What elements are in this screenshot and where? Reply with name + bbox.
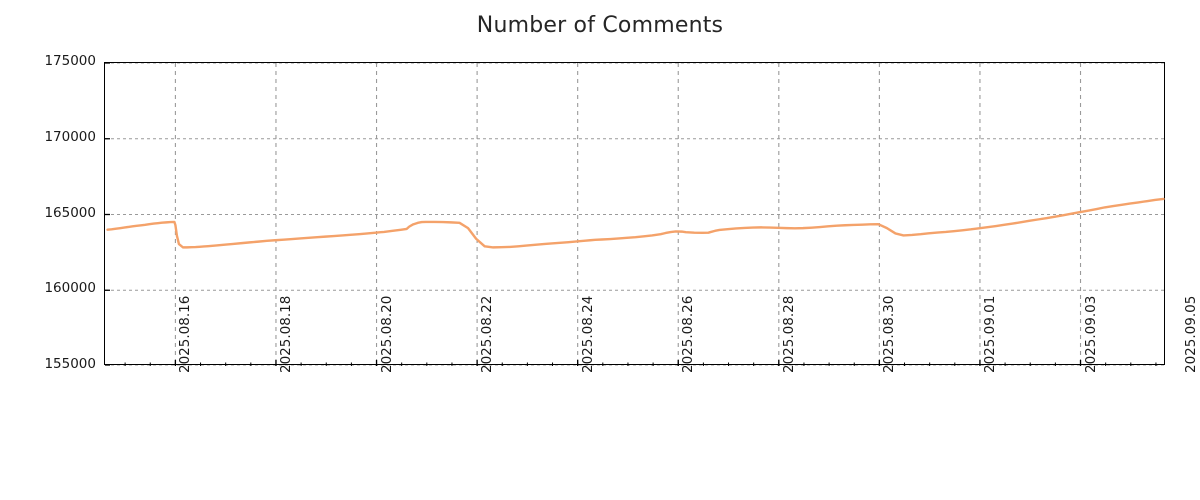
x-tick-label: 2025.09.03 <box>1082 295 1099 373</box>
y-tick-label: 175000 <box>44 53 96 69</box>
y-tick-label: 170000 <box>44 128 96 145</box>
x-tick-label: 2025.09.05 <box>1183 295 1200 373</box>
y-axis-tick-labels: 155000 160000 165000 170000 175000 <box>0 0 96 500</box>
x-tick-label: 2025.08.28 <box>780 295 797 373</box>
data-line-number-of-comments <box>106 197 1165 249</box>
x-tick-label: 2025.08.16 <box>177 295 194 373</box>
x-tick-label: 2025.09.01 <box>981 295 998 373</box>
y-tick-label: 165000 <box>44 204 96 221</box>
y-tick-label: 160000 <box>44 280 96 297</box>
x-tick-label: 2025.08.20 <box>378 295 395 373</box>
x-tick-label: 2025.08.22 <box>479 295 496 373</box>
y-tick-label: 155000 <box>44 356 96 372</box>
plot-area <box>104 62 1166 366</box>
plot-svg <box>105 63 1166 366</box>
x-tick-label: 2025.08.24 <box>579 295 596 373</box>
x-tick-label: 2025.08.26 <box>680 295 697 373</box>
x-tick-label: 2025.08.18 <box>277 295 294 373</box>
x-tick-label: 2025.08.30 <box>881 295 898 373</box>
chart-title: Number of Comments <box>476 13 724 38</box>
